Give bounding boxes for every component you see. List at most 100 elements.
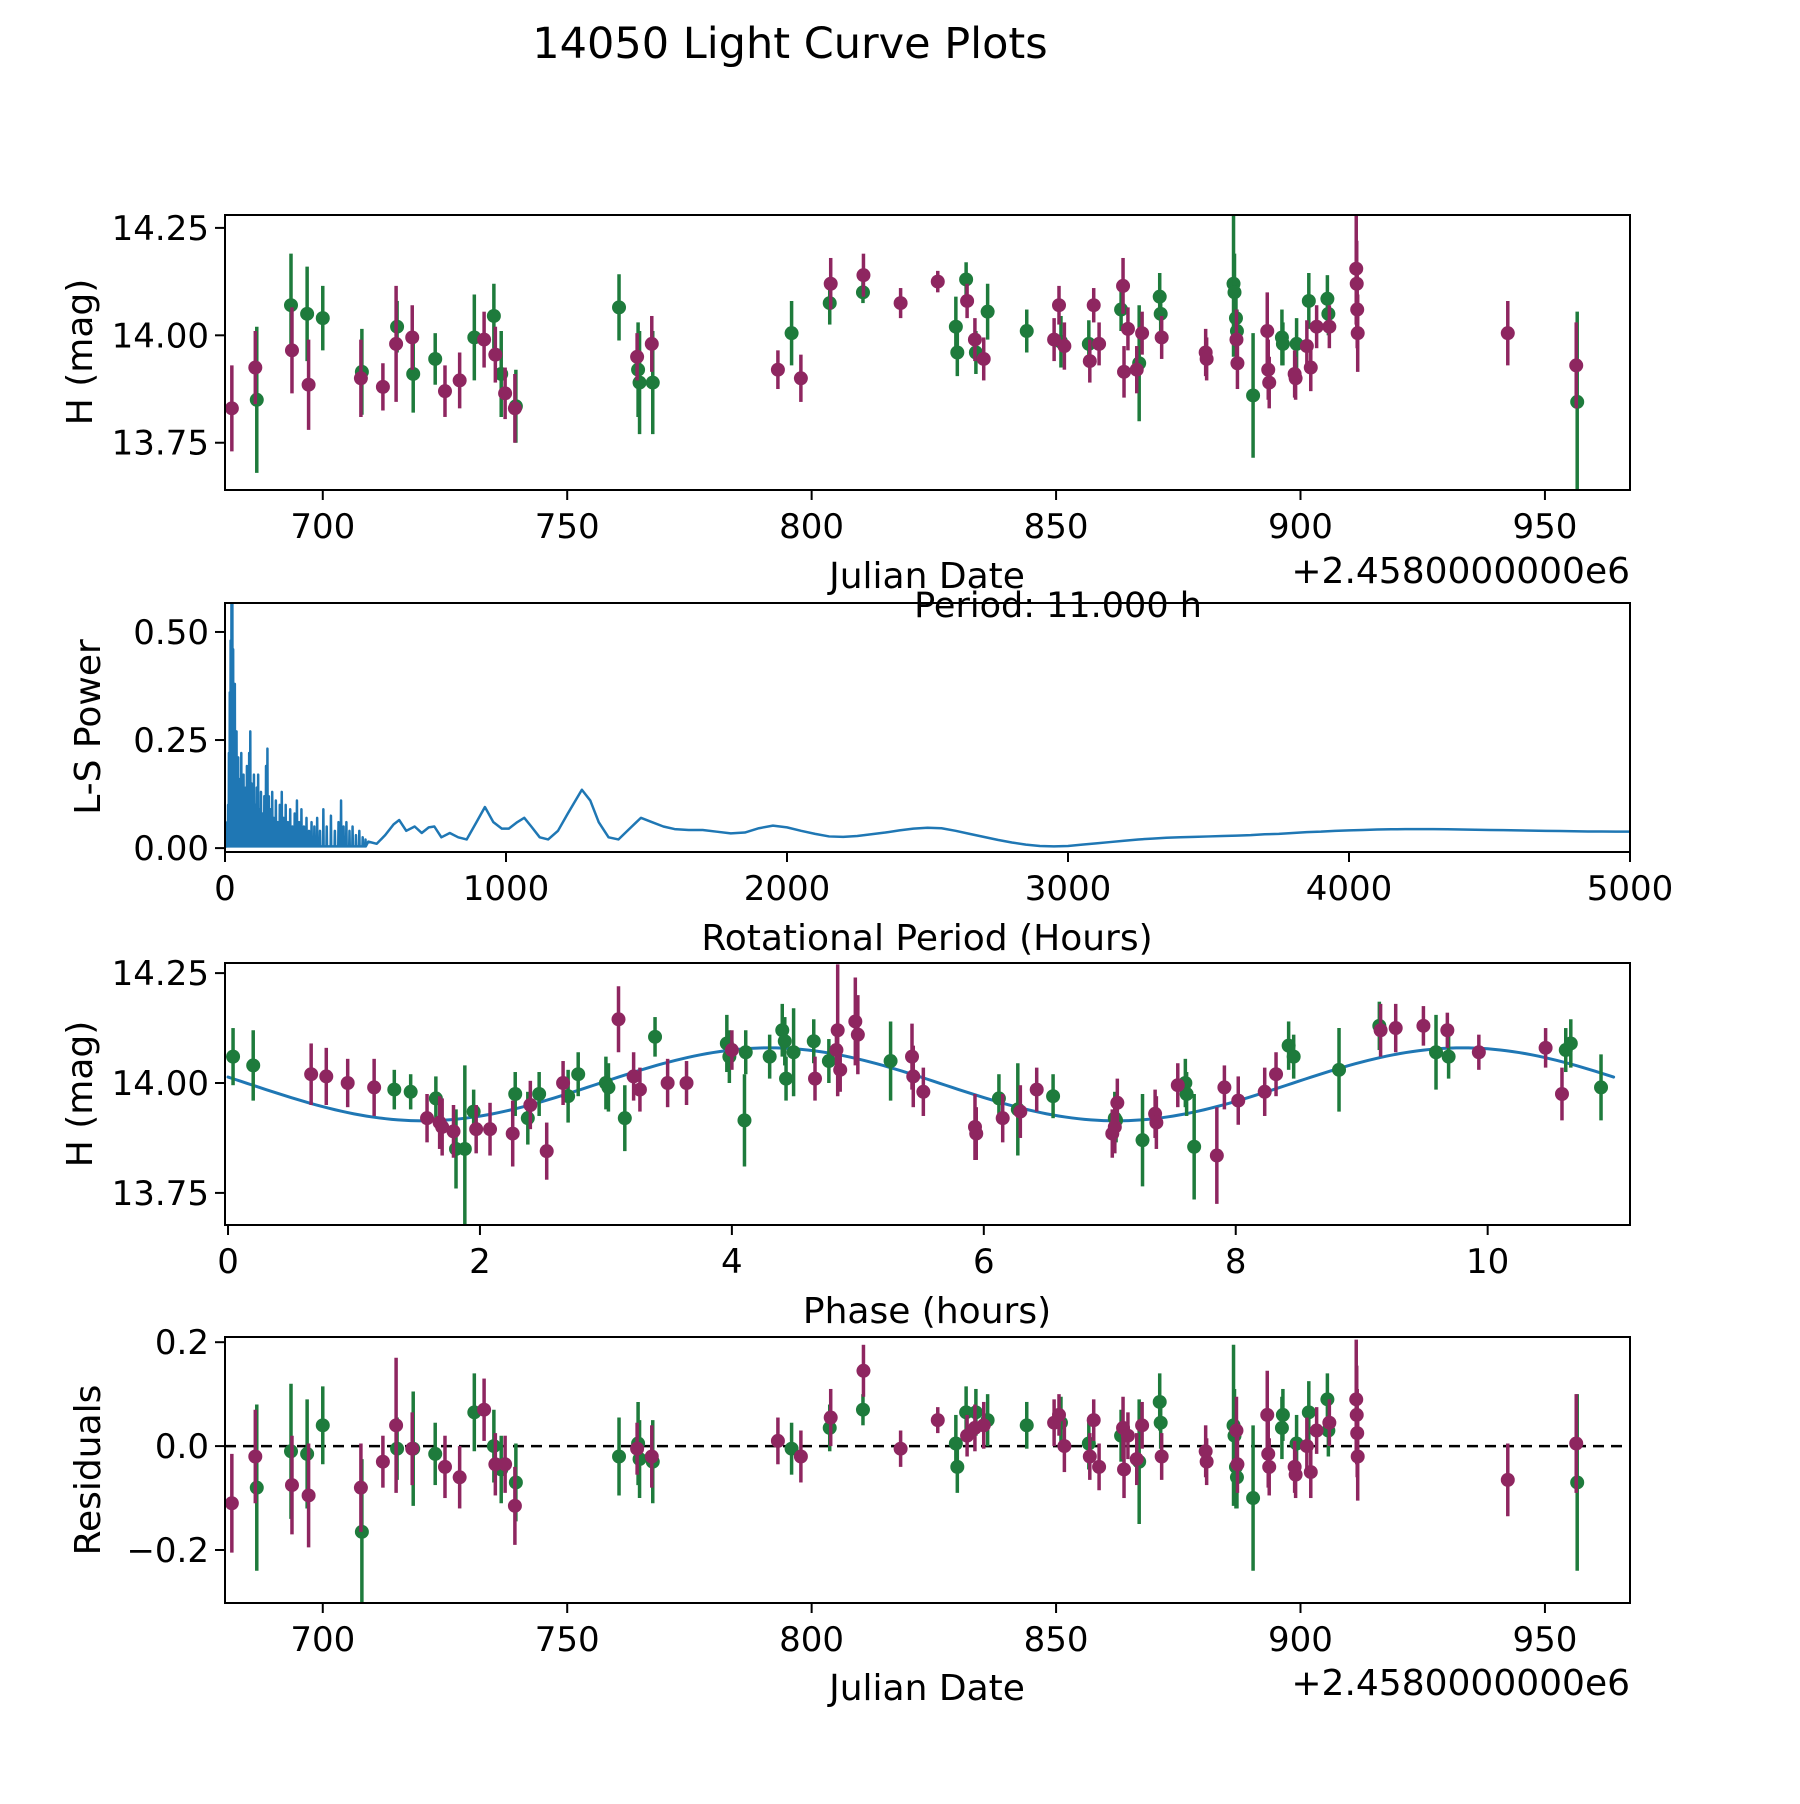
- axis-spine: [224, 214, 1631, 491]
- y-tick-label: 13.75: [112, 1174, 209, 1214]
- panel-periodogram: 0 1000 2000 3000 4000 5000 0.00 0.25 0.50: [133, 602, 1673, 909]
- data-point: [1199, 351, 1214, 366]
- data-point: [793, 371, 808, 386]
- data-point: [389, 1418, 404, 1433]
- lightcurve-xlabel: Julian Date: [827, 556, 1025, 597]
- x-tick-label: 700: [290, 1620, 355, 1660]
- y-tick-label: 14.25: [112, 209, 209, 249]
- data-point: [1052, 1407, 1067, 1422]
- data-point: [1275, 336, 1290, 351]
- y-tick-label: 0.2: [155, 1323, 209, 1363]
- data-point: [976, 351, 991, 366]
- data-point: [611, 1012, 626, 1027]
- x-tick-label: 2000: [744, 869, 831, 909]
- data-point: [452, 1470, 467, 1485]
- data-point: [1471, 1045, 1486, 1060]
- y-tick-label: 14.00: [112, 316, 209, 356]
- data-point: [469, 1122, 484, 1137]
- data-point: [353, 1480, 368, 1495]
- data-point: [301, 1488, 316, 1503]
- data-point: [1149, 1115, 1164, 1130]
- data-point: [571, 1067, 586, 1082]
- data-point: [1388, 1021, 1403, 1036]
- data-point: [477, 332, 492, 347]
- plot-area: [225, 215, 1585, 490]
- phase-ylabel: H (mag): [60, 1021, 101, 1168]
- data-point: [1082, 354, 1097, 369]
- data-point: [1440, 1023, 1455, 1038]
- x-tick-label: 1000: [463, 869, 550, 909]
- data-point: [1246, 388, 1261, 403]
- data-point: [960, 293, 975, 308]
- data-point: [246, 1058, 261, 1073]
- data-point: [523, 1097, 538, 1112]
- plot-area: [226, 964, 1616, 1225]
- data-point: [833, 1062, 848, 1077]
- data-point: [375, 1454, 390, 1469]
- periodogram-ylabel: L-S Power: [68, 639, 109, 815]
- data-point: [1019, 1418, 1034, 1433]
- y-tick-label: −0.2: [126, 1531, 209, 1571]
- data-point: [405, 330, 420, 345]
- data-point: [1262, 1459, 1277, 1474]
- x-tick-label: 2: [469, 1242, 491, 1282]
- data-point: [488, 347, 503, 362]
- data-point: [679, 1076, 694, 1091]
- data-point: [1154, 1449, 1169, 1464]
- data-point: [823, 276, 838, 291]
- data-point: [1500, 326, 1515, 341]
- data-point: [1563, 1036, 1578, 1051]
- data-point: [1416, 1018, 1431, 1033]
- data-point: [498, 386, 513, 401]
- data-point: [1092, 336, 1107, 351]
- data-point: [477, 1402, 492, 1417]
- data-point: [1153, 306, 1168, 321]
- data-point: [1057, 1439, 1072, 1454]
- data-point: [520, 1111, 535, 1126]
- data-point: [1322, 1415, 1337, 1430]
- data-point: [1301, 1405, 1316, 1420]
- data-point: [660, 1076, 675, 1091]
- x-tick-label: 0: [214, 869, 236, 909]
- data-point: [1309, 319, 1324, 334]
- data-point: [340, 1076, 355, 1091]
- data-point: [428, 351, 443, 366]
- data-point: [823, 1410, 838, 1425]
- data-point: [315, 311, 330, 326]
- data-point: [1246, 1491, 1261, 1506]
- x-tick-label: 750: [535, 1620, 600, 1660]
- data-point: [848, 1014, 863, 1029]
- data-point: [1332, 1062, 1347, 1077]
- data-point: [403, 1084, 418, 1099]
- y-tick-label: 0.0: [155, 1427, 209, 1467]
- data-point: [967, 332, 982, 347]
- data-point: [428, 1446, 443, 1461]
- data-point: [1199, 1454, 1214, 1469]
- data-point: [784, 326, 799, 341]
- data-point: [856, 268, 871, 283]
- data-point: [1260, 324, 1275, 339]
- data-point: [856, 1363, 871, 1378]
- data-point: [626, 1069, 641, 1084]
- x-tick-label: 6: [973, 1242, 995, 1282]
- data-point: [300, 306, 315, 321]
- data-point: [1260, 1407, 1275, 1422]
- data-point: [1107, 1119, 1122, 1134]
- x-tick-label: 8: [1225, 1242, 1247, 1282]
- data-point: [301, 377, 316, 392]
- data-point: [948, 319, 963, 334]
- residuals-xlabel: Julian Date: [827, 1668, 1025, 1709]
- data-point: [612, 300, 627, 315]
- data-point: [539, 1144, 554, 1159]
- data-point: [1230, 356, 1245, 371]
- data-point: [906, 1069, 921, 1084]
- data-point: [1170, 1078, 1185, 1093]
- x-tick-label: 850: [1024, 507, 1089, 547]
- period-annotation: Period: 11.000 h: [914, 586, 1202, 626]
- y-tick-label: 14.00: [112, 1064, 209, 1104]
- data-point: [1092, 1459, 1107, 1474]
- data-point: [630, 1441, 645, 1456]
- data-point: [1320, 1392, 1335, 1407]
- data-point: [1257, 1084, 1272, 1099]
- residuals-ylabel: Residuals: [68, 1385, 109, 1556]
